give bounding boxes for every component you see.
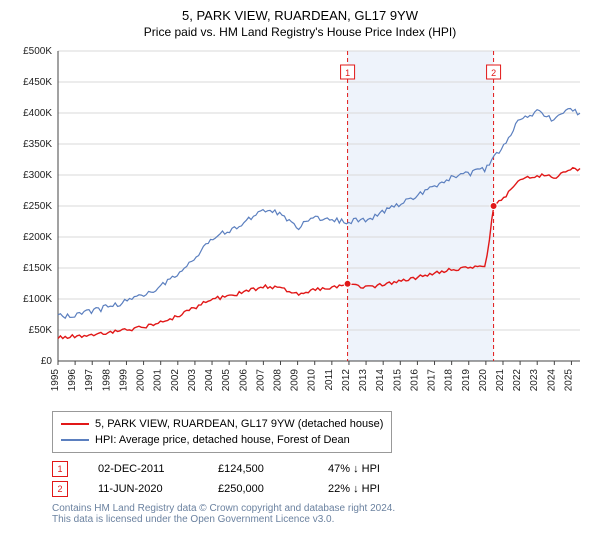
svg-text:2017: 2017 <box>427 369 438 392</box>
sale-marker-icon: 2 <box>52 481 68 497</box>
svg-text:1999: 1999 <box>118 369 129 392</box>
svg-text:2019: 2019 <box>461 369 472 392</box>
svg-text:2005: 2005 <box>221 369 232 392</box>
svg-text:1997: 1997 <box>84 369 95 392</box>
svg-text:£0: £0 <box>41 356 53 367</box>
svg-text:£100K: £100K <box>23 294 52 305</box>
svg-text:2007: 2007 <box>255 369 266 392</box>
price-vs-hpi-chart: £0 £50K £100K £150K £200K £250K £300K £350K £400… <box>10 45 590 405</box>
legend-line-icon <box>61 423 89 425</box>
sale-price: £124,500 <box>218 459 298 479</box>
svg-text:2: 2 <box>491 68 496 78</box>
svg-text:2013: 2013 <box>358 369 369 392</box>
legend-line-icon <box>61 439 89 441</box>
svg-text:2022: 2022 <box>512 369 523 392</box>
chart-legend: 5, PARK VIEW, RUARDEAN, GL17 9YW (detach… <box>52 411 392 453</box>
sale-marker-icon: 1 <box>52 461 68 477</box>
sale-row: 2 11-JUN-2020 £250,000 22% ↓ HPI <box>52 479 570 499</box>
svg-text:1996: 1996 <box>67 369 78 392</box>
svg-text:2023: 2023 <box>529 369 540 392</box>
footer-line: Contains HM Land Registry data © Crown c… <box>52 503 570 514</box>
svg-text:2024: 2024 <box>546 369 557 392</box>
sale-diff: 22% ↓ HPI <box>328 479 418 499</box>
svg-text:1998: 1998 <box>101 369 112 392</box>
page-title: 5, PARK VIEW, RUARDEAN, GL17 9YW <box>10 8 590 23</box>
legend-label: HPI: Average price, detached house, Fore… <box>95 432 350 448</box>
sale-date: 02-DEC-2011 <box>98 459 188 479</box>
svg-text:2021: 2021 <box>495 369 506 392</box>
page-subtitle: Price paid vs. HM Land Registry's House … <box>10 25 590 39</box>
legend-row-property: 5, PARK VIEW, RUARDEAN, GL17 9YW (detach… <box>61 416 383 432</box>
svg-text:£200K: £200K <box>23 232 52 243</box>
svg-text:2015: 2015 <box>392 369 403 392</box>
svg-text:2016: 2016 <box>409 369 420 392</box>
svg-text:2009: 2009 <box>290 369 301 392</box>
svg-text:2010: 2010 <box>307 369 318 392</box>
svg-text:£400K: £400K <box>23 108 52 119</box>
footer-attribution: Contains HM Land Registry data © Crown c… <box>52 503 570 525</box>
svg-text:2002: 2002 <box>170 369 181 392</box>
svg-text:£150K: £150K <box>23 263 52 274</box>
legend-label: 5, PARK VIEW, RUARDEAN, GL17 9YW (detach… <box>95 416 383 432</box>
sale-row: 1 02-DEC-2011 £124,500 47% ↓ HPI <box>52 459 570 479</box>
svg-text:2014: 2014 <box>375 369 386 392</box>
svg-text:£450K: £450K <box>23 77 52 88</box>
svg-text:2011: 2011 <box>324 369 335 391</box>
sale-diff: 47% ↓ HPI <box>328 459 418 479</box>
svg-text:2020: 2020 <box>478 369 489 392</box>
svg-text:2006: 2006 <box>238 369 249 392</box>
footer-line: This data is licensed under the Open Gov… <box>52 514 570 525</box>
svg-text:2018: 2018 <box>444 369 455 392</box>
sales-table: 1 02-DEC-2011 £124,500 47% ↓ HPI 2 11-JUN-202… <box>52 459 570 499</box>
svg-text:£250K: £250K <box>23 201 52 212</box>
svg-text:2000: 2000 <box>136 369 147 392</box>
legend-row-hpi: HPI: Average price, detached house, Fore… <box>61 432 383 448</box>
svg-text:£500K: £500K <box>23 46 52 57</box>
svg-text:£350K: £350K <box>23 139 52 150</box>
svg-text:2004: 2004 <box>204 369 215 392</box>
sale-date: 11-JUN-2020 <box>98 479 188 499</box>
svg-text:£300K: £300K <box>23 170 52 181</box>
svg-text:2012: 2012 <box>341 369 352 392</box>
svg-text:1: 1 <box>345 68 350 78</box>
svg-text:2003: 2003 <box>187 369 198 392</box>
svg-text:2025: 2025 <box>563 369 574 392</box>
svg-text:2008: 2008 <box>272 369 283 392</box>
sale-price: £250,000 <box>218 479 298 499</box>
svg-text:1995: 1995 <box>50 369 61 392</box>
svg-text:£50K: £50K <box>29 325 53 336</box>
svg-text:2001: 2001 <box>153 369 164 392</box>
